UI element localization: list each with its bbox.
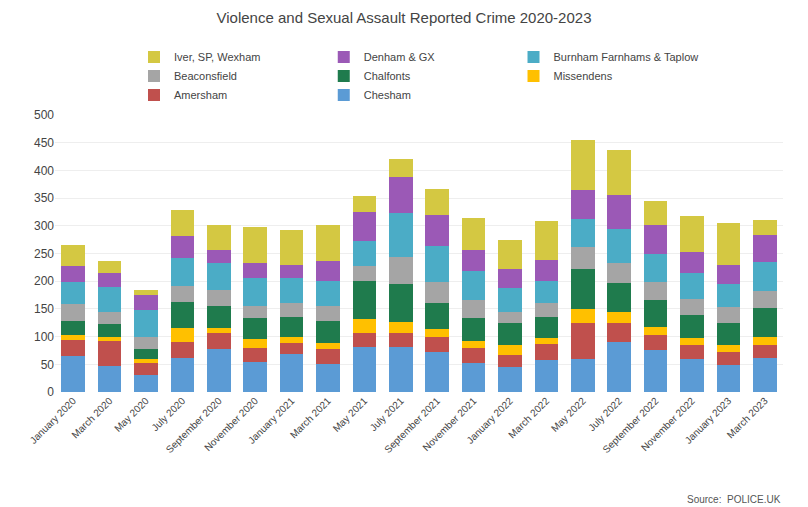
svg-text:July 2021: July 2021 <box>368 395 406 433</box>
svg-text:Beaconsfield: Beaconsfield <box>174 70 237 82</box>
svg-text:March 2020: March 2020 <box>69 395 114 440</box>
svg-text:250: 250 <box>34 247 54 261</box>
svg-text:November 2021: November 2021 <box>420 395 478 453</box>
svg-text:Missendens: Missendens <box>554 70 613 82</box>
svg-text:200: 200 <box>34 274 54 288</box>
svg-text:350: 350 <box>34 191 54 205</box>
svg-text:March 2021: March 2021 <box>288 395 333 440</box>
svg-text:September 2020: September 2020 <box>164 395 224 455</box>
svg-text:Chalfonts: Chalfonts <box>364 70 411 82</box>
svg-text:September 2022: September 2022 <box>600 395 660 455</box>
svg-text:Source: POLICE.UK: Source: POLICE.UK <box>687 494 781 505</box>
svg-text:0: 0 <box>47 385 54 399</box>
svg-text:July 2020: July 2020 <box>149 395 187 433</box>
svg-text:150: 150 <box>34 302 54 316</box>
svg-text:January 2023: January 2023 <box>683 395 734 446</box>
svg-text:Amersham: Amersham <box>174 89 227 101</box>
svg-text:Chesham: Chesham <box>364 89 411 101</box>
svg-text:450: 450 <box>34 136 54 150</box>
svg-text:50: 50 <box>41 358 55 372</box>
svg-text:300: 300 <box>34 219 54 233</box>
svg-text:Burnham Farnhams & Taplow: Burnham Farnhams & Taplow <box>554 51 699 63</box>
svg-text:January 2022: January 2022 <box>464 395 515 446</box>
svg-text:March 2022: March 2022 <box>506 395 551 440</box>
svg-text:November 2020: November 2020 <box>202 395 260 453</box>
svg-text:January 2020: January 2020 <box>28 395 79 446</box>
svg-text:500: 500 <box>34 108 54 122</box>
svg-text:100: 100 <box>34 330 54 344</box>
svg-text:July 2022: July 2022 <box>586 395 624 433</box>
svg-text:Iver, SP, Wexham: Iver, SP, Wexham <box>174 51 260 63</box>
svg-text:September 2021: September 2021 <box>382 395 442 455</box>
svg-text:400: 400 <box>34 164 54 178</box>
svg-text:May 2022: May 2022 <box>549 395 588 434</box>
svg-text:May 2021: May 2021 <box>331 395 370 434</box>
svg-text:March 2023: March 2023 <box>725 395 770 440</box>
svg-text:Violence and Sexual Assault Re: Violence and Sexual Assault Reported Cri… <box>217 9 592 26</box>
svg-text:November 2022: November 2022 <box>639 395 697 453</box>
svg-text:May 2020: May 2020 <box>112 395 151 434</box>
svg-text:January 2021: January 2021 <box>246 395 297 446</box>
svg-text:Denham & GX: Denham & GX <box>364 51 436 63</box>
